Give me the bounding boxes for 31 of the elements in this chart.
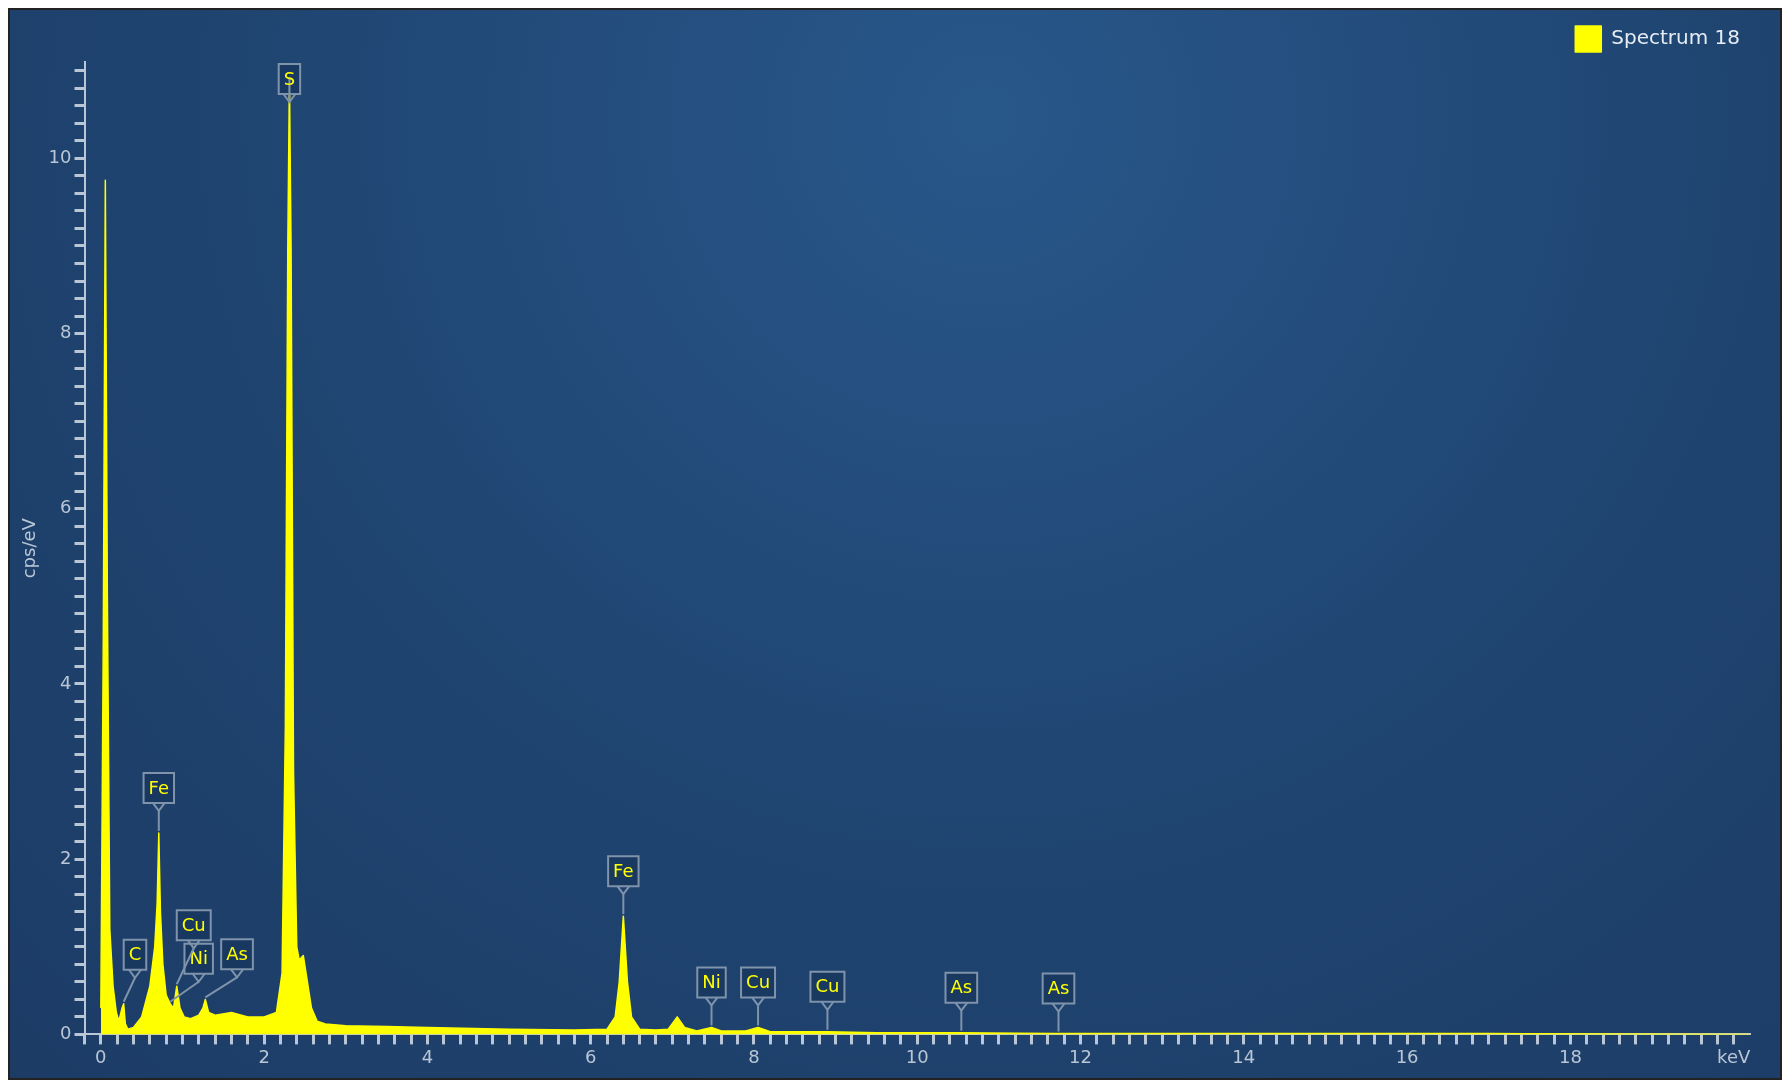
x-tick-label: 18 <box>1558 1045 1582 1067</box>
x-tick-label: 4 <box>421 1045 434 1067</box>
annotation: As <box>226 943 248 965</box>
annotation: S <box>283 67 296 89</box>
annotation: C <box>128 943 142 965</box>
annotation: Cu <box>746 971 771 993</box>
annotation: Ni <box>189 947 208 969</box>
annotation: Fe <box>148 776 170 798</box>
x-tick-label: 12 <box>1069 1045 1092 1067</box>
x-tick-label: 10 <box>905 1045 929 1067</box>
x-tick-label: 16 <box>1395 1045 1419 1067</box>
x-tick-label: keV <box>1717 1045 1751 1067</box>
x-tick-label: 14 <box>1232 1045 1256 1067</box>
annotation: As <box>1047 977 1070 999</box>
y-axis-title: cps/eV <box>18 517 40 579</box>
annotation: Cu <box>181 913 206 935</box>
x-tick-label: 6 <box>584 1045 597 1067</box>
y-tick-label: 4 <box>60 671 72 693</box>
annotation: Cu <box>815 975 840 997</box>
annotation: Ni <box>702 971 721 993</box>
x-tick-label: 0 <box>95 1045 107 1067</box>
y-tick-label: 8 <box>60 321 72 343</box>
y-tick-label: 0 <box>60 1022 72 1044</box>
annotation: Fe <box>613 859 634 881</box>
y-tick-label: 2 <box>60 846 72 868</box>
y-tick-label: 6 <box>60 496 72 518</box>
y-tick-label: 10 <box>48 146 72 168</box>
x-tick-label: 2 <box>258 1045 270 1067</box>
legend-label: Spectrum 18 <box>1611 25 1741 50</box>
annotation: As <box>950 976 973 998</box>
x-tick-label: 8 <box>748 1045 760 1067</box>
